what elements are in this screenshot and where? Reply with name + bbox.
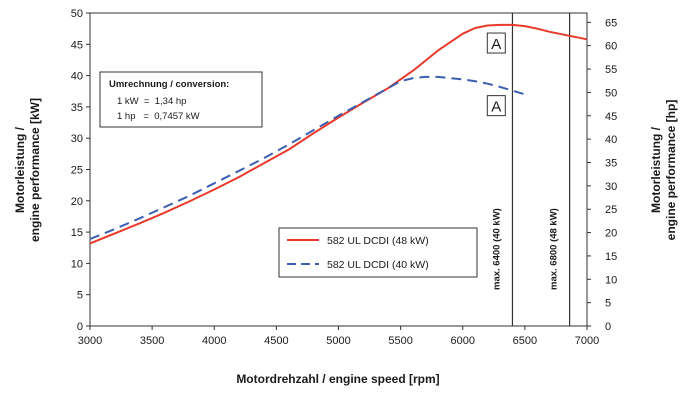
x-tick-label: 3500: [140, 335, 164, 347]
x-tick-label: 6500: [513, 335, 537, 347]
curve-label: A: [491, 36, 501, 53]
y-left-tick-label: 25: [71, 165, 83, 177]
legend-label-40kw: 582 UL DCDI (40 kW): [327, 259, 429, 271]
y-right-tick-label: 20: [605, 228, 617, 240]
y-left-tick-label: 0: [77, 321, 83, 333]
curve-label-box: [486, 32, 506, 54]
x-axis-title: Motordrehzahl / engine speed [rpm]: [236, 372, 439, 386]
series-layer: [89, 23, 588, 245]
y-axis-right: 0 5 10 15 20 25 30 35 40 45 50 55 60 65: [587, 17, 617, 333]
y-right-tick-label: 65: [605, 17, 617, 29]
max-rpm-label: max. 6400 (40 kW): [491, 208, 502, 290]
legend-label-48kw: 582 UL DCDI (48 kW): [327, 235, 429, 247]
conversion-note-line-1: 1 kW = 1,34 hp: [117, 96, 186, 107]
x-tick-label: 4500: [264, 335, 288, 347]
curve-label: A: [491, 99, 501, 116]
y-right-tick-label: 40: [605, 134, 617, 146]
x-tick-label: 5000: [326, 335, 350, 347]
max-rpm-label: max. 6800 (48 kW): [549, 208, 560, 290]
curve-label-box: [486, 95, 506, 117]
y-axis-right-title-line-1: Motorleistung /: [649, 126, 663, 213]
series-line-40kw: [89, 75, 526, 240]
x-axis: 3000 3500 4000 4500 5000 5500 6000 6500 7000: [78, 326, 599, 347]
conversion-note-title: Umrechnung / conversion:: [109, 79, 229, 90]
y-left-tick-label: 40: [71, 71, 83, 83]
y-left-tick-label: 15: [71, 227, 83, 239]
conversion-note: Umrechnung / conversion: 1 kW = 1,34 hp …: [99, 71, 263, 128]
y-right-tick-label: 25: [605, 204, 617, 216]
x-tick-label: 4000: [202, 335, 226, 347]
x-tick-label: 6000: [451, 335, 475, 347]
y-axis-left-title-line-1: Motorleistung /: [13, 126, 27, 213]
y-right-tick-label: 60: [605, 41, 617, 53]
y-left-tick-label: 5: [77, 290, 83, 302]
y-right-tick-label: 15: [605, 251, 617, 263]
conversion-note-box: [99, 71, 263, 128]
y-left-tick-label: 20: [71, 196, 83, 208]
y-axis-right-title-line-2: engine performance [hp]: [664, 100, 678, 241]
y-axis-left-title-line-2: engine performance [kW]: [28, 98, 42, 242]
series-line-48kw: [89, 23, 588, 245]
x-tick-label: 3000: [78, 335, 102, 347]
curve-labels: AA: [486, 32, 506, 117]
y-left-tick-label: 50: [71, 8, 83, 20]
y-left-tick-label: 30: [71, 133, 83, 145]
y-right-tick-label: 10: [605, 274, 617, 286]
y-right-tick-label: 30: [605, 181, 617, 193]
y-axis-left: 0 5 10 15 20 25 30 35 40 45 50: [71, 8, 90, 333]
legend-box: [278, 227, 478, 278]
y-right-tick-label: 50: [605, 87, 617, 99]
y-left-tick-label: 45: [71, 39, 83, 51]
x-tick-label: 7000: [575, 335, 599, 347]
max-rpm-markers: max. 6400 (40 kW) max. 6800 (48 kW): [491, 13, 571, 326]
y-right-tick-label: 45: [605, 111, 617, 123]
y-right-tick-label: 5: [605, 298, 611, 310]
y-right-tick-label: 55: [605, 64, 617, 76]
y-left-tick-label: 35: [71, 102, 83, 114]
y-right-tick-label: 35: [605, 157, 617, 169]
legend: 582 UL DCDI (48 kW) 582 UL DCDI (40 kW): [278, 227, 478, 278]
y-right-tick-label: 0: [605, 321, 611, 333]
conversion-note-line-2: 1 hp = 0,7457 kW: [117, 111, 200, 122]
x-tick-label: 5500: [388, 335, 412, 347]
y-left-tick-label: 10: [71, 258, 83, 270]
